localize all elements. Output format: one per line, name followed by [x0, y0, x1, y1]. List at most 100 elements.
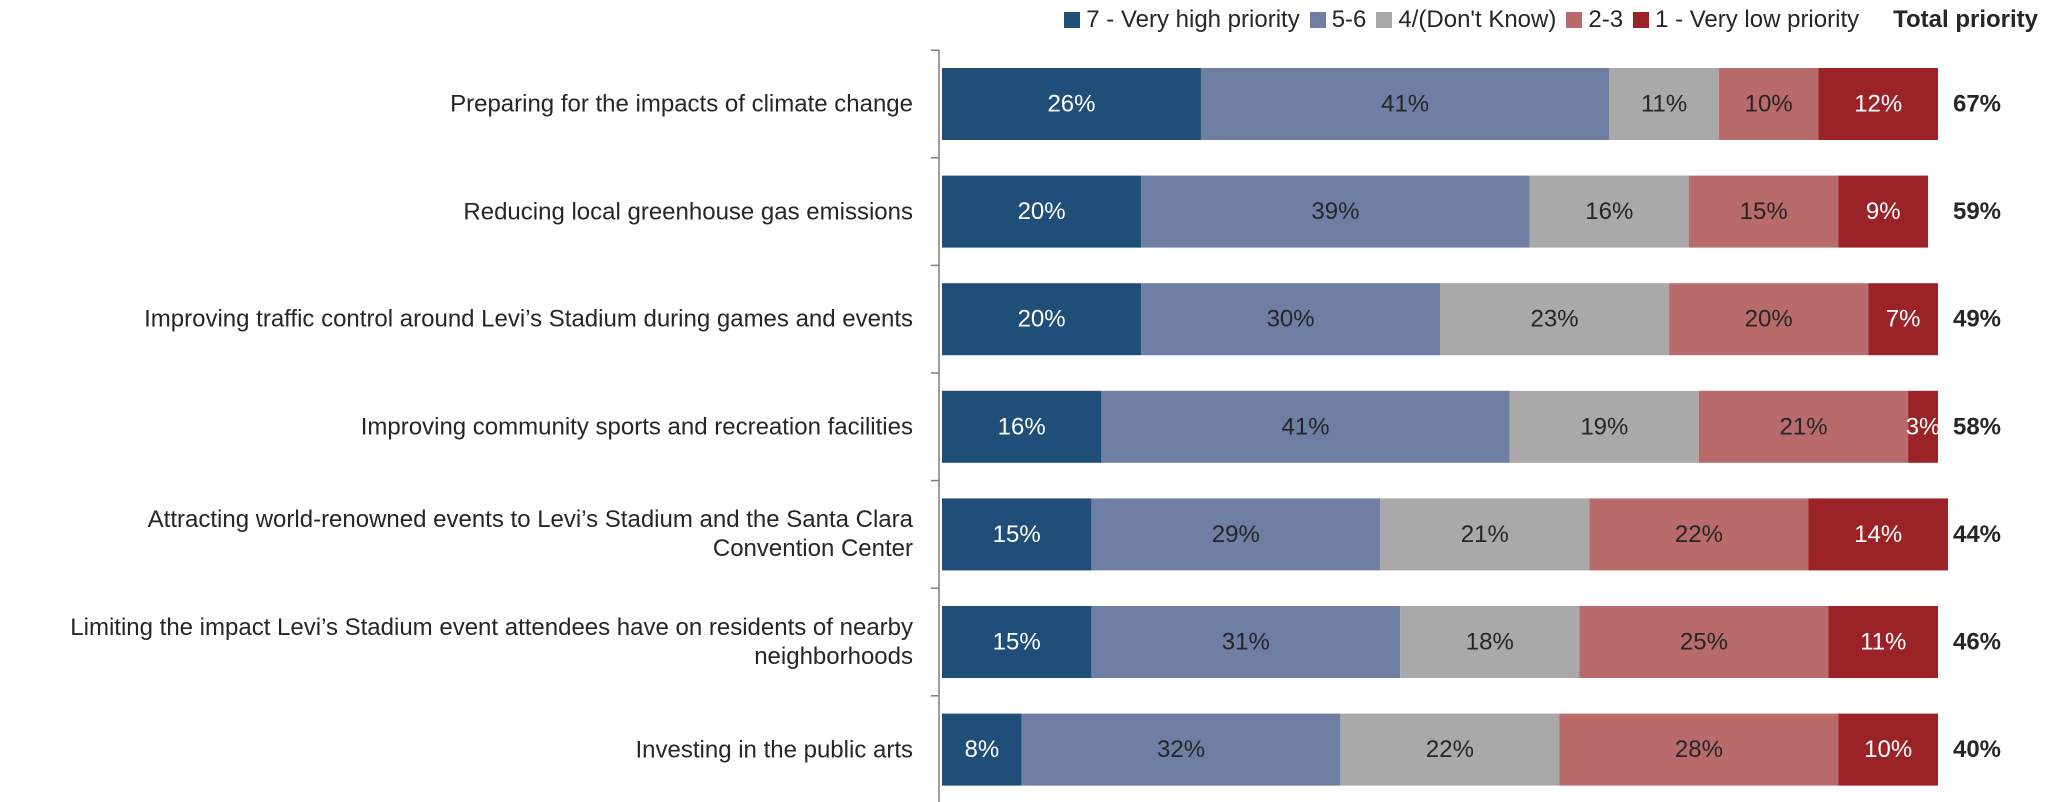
- data-label: 9%: [1866, 198, 1901, 225]
- bar-segment: [1091, 606, 1401, 678]
- bar-segment: [1609, 68, 1719, 140]
- total-label: 49%: [1953, 306, 2001, 333]
- data-label: 22%: [1426, 736, 1474, 763]
- category-label: Improving community sports and recreatio…: [360, 413, 913, 441]
- bar-segment: [1718, 68, 1819, 140]
- bar-segment: [1101, 390, 1510, 463]
- legend-label: 4/(Don't Know): [1398, 6, 1557, 33]
- data-label: 20%: [1018, 198, 1066, 225]
- data-label: 29%: [1212, 521, 1260, 548]
- category-label: Preparing for the impacts of climate cha…: [450, 90, 913, 118]
- bar-segment: [1698, 390, 1909, 463]
- data-label: 23%: [1531, 306, 1579, 333]
- data-label: 14%: [1854, 521, 1902, 548]
- legend-swatch: [1376, 12, 1393, 28]
- data-label: 30%: [1267, 306, 1315, 333]
- legend: 7 - Very high priority 5-6 4/(Don't Know) 2…: [1064, 6, 2038, 34]
- bar-segment: [1021, 713, 1341, 786]
- total-title: Total priority: [1893, 6, 2038, 33]
- bar-segment: [1091, 498, 1381, 571]
- total-label: 67%: [1953, 91, 2001, 118]
- bar-segment: [1689, 175, 1839, 248]
- data-label: 15%: [993, 521, 1041, 548]
- data-label: 21%: [1780, 413, 1828, 440]
- bar-segment: [1908, 390, 1938, 463]
- bar-segment: [1529, 175, 1689, 248]
- data-label: 11%: [1641, 91, 1687, 118]
- bar-segment: [1828, 606, 1938, 678]
- data-label: 20%: [1745, 306, 1793, 333]
- total-label: 59%: [1953, 198, 2001, 225]
- data-label: 41%: [1381, 91, 1429, 118]
- bar-segment: [1589, 498, 1809, 571]
- bar-segment: [1808, 498, 1948, 571]
- total-label: 58%: [1953, 413, 2001, 440]
- bar-segment: [1669, 283, 1869, 356]
- legend-swatch: [1566, 12, 1583, 28]
- data-label: 10%: [1864, 736, 1912, 763]
- bar-segment: [942, 283, 1142, 356]
- data-label: 20%: [1018, 306, 1066, 333]
- bar-segment: [942, 713, 1022, 786]
- data-label: 19%: [1580, 413, 1628, 440]
- data-label: 16%: [1585, 198, 1633, 225]
- legend-label: 5-6: [1331, 6, 1367, 33]
- bar-segment: [942, 498, 1092, 571]
- bar-segment: [1200, 68, 1610, 140]
- bar-segment: [1380, 498, 1590, 571]
- total-label: 46%: [1953, 629, 2001, 656]
- data-label: 25%: [1680, 629, 1728, 656]
- data-label: 10%: [1745, 91, 1793, 118]
- legend-item: 4/(Don't Know): [1376, 6, 1556, 34]
- data-label: 15%: [1740, 198, 1788, 225]
- data-label: 28%: [1675, 736, 1723, 763]
- bar-segment: [1868, 283, 1938, 356]
- bar-segment: [942, 68, 1201, 140]
- bar-segment: [1340, 713, 1560, 786]
- legend-label: 7 - Very high priority: [1086, 6, 1300, 33]
- legend-item: 2-3: [1566, 6, 1623, 34]
- category-label: Attracting world-renowned events to Levi…: [147, 506, 913, 563]
- bar-segment: [1141, 283, 1440, 356]
- data-label: 7%: [1886, 306, 1921, 333]
- data-label: 41%: [1282, 413, 1330, 440]
- legend-swatch: [1064, 12, 1081, 28]
- bar-segment: [1141, 175, 1530, 248]
- data-label: 8%: [964, 736, 999, 763]
- total-label: 40%: [1953, 736, 2001, 763]
- category-label: Improving traffic control around Levi’s …: [144, 305, 913, 333]
- data-label: 26%: [1047, 91, 1095, 118]
- legend-label: 2-3: [1588, 6, 1624, 33]
- bar-segment: [1559, 713, 1839, 786]
- data-label: 11%: [1860, 629, 1906, 656]
- bar-segment: [942, 606, 1092, 678]
- bar-segment: [942, 175, 1142, 248]
- data-label: 15%: [993, 629, 1041, 656]
- data-label: 12%: [1854, 91, 1902, 118]
- legend-item: 7 - Very high priority: [1064, 6, 1300, 34]
- bar-segment: [1579, 606, 1829, 678]
- data-label: 22%: [1675, 521, 1723, 548]
- bar-segment: [942, 390, 1102, 463]
- legend-swatch: [1309, 12, 1326, 28]
- total-label: 44%: [1953, 521, 2001, 548]
- data-label: 16%: [998, 413, 1046, 440]
- legend-label: 1 - Very low priority: [1655, 6, 1860, 33]
- data-label: 3%: [1906, 413, 1941, 440]
- data-label: 21%: [1461, 521, 1509, 548]
- category-label: Limiting the impact Levi’s Stadium event…: [70, 614, 913, 670]
- data-label: 32%: [1157, 736, 1205, 763]
- legend-item: 5-6: [1309, 6, 1367, 34]
- category-label: Reducing local greenhouse gas emissions: [463, 198, 913, 226]
- bar-segment: [1818, 68, 1938, 140]
- data-label: 31%: [1222, 629, 1270, 656]
- bar-segment: [1509, 390, 1699, 463]
- legend-swatch: [1633, 12, 1650, 28]
- data-label: 39%: [1311, 198, 1359, 225]
- data-label: 18%: [1466, 629, 1514, 656]
- bar-segment: [1838, 175, 1929, 248]
- bar-segment: [1400, 606, 1580, 678]
- legend-item: 1 - Very low priority: [1633, 6, 1859, 34]
